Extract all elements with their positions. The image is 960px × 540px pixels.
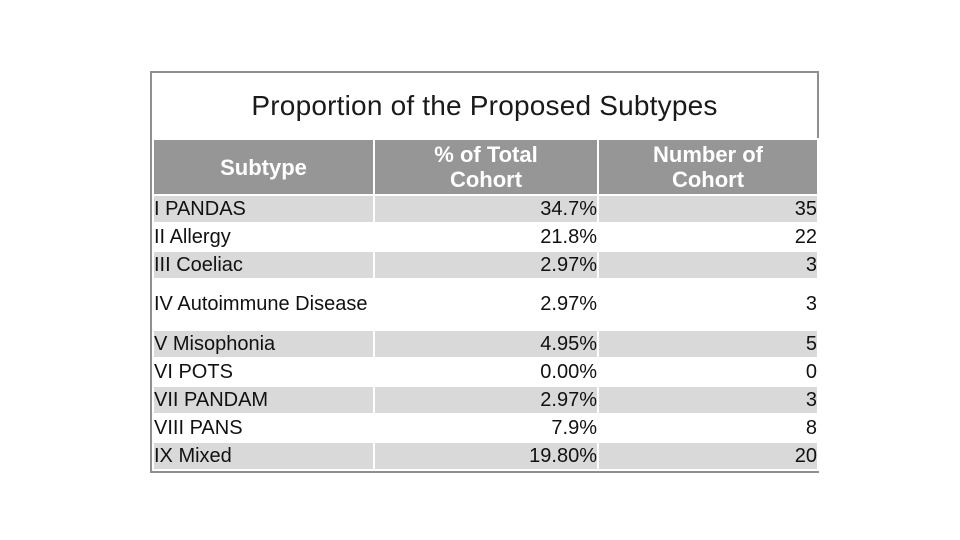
subtype-cell: VII PANDAM — [152, 385, 375, 415]
percent-cell: 19.80% — [373, 441, 599, 471]
subtype-cell: VIII PANS — [152, 413, 375, 443]
count-cell: 8 — [597, 413, 819, 443]
percent-cell: 21.8% — [373, 222, 599, 252]
table-row: V Misophonia 4.95% 5 — [152, 329, 819, 359]
header-line: Subtype — [220, 154, 307, 180]
header-line: Cohort — [449, 167, 523, 192]
count-cell: 3 — [597, 250, 819, 280]
header-line: Cohort — [671, 167, 745, 192]
percent-cell: 34.7% — [373, 194, 599, 224]
header-row: Subtype % of Total Cohort Number of Coho… — [152, 138, 819, 196]
subtype-cell: VI POTS — [152, 357, 375, 387]
header-line: % of Total — [434, 142, 538, 167]
percent-cell: 2.97% — [373, 278, 599, 331]
column-header-count: Number of Cohort — [597, 138, 819, 196]
count-cell: 5 — [597, 329, 819, 359]
count-cell: 35 — [597, 194, 819, 224]
percent-cell: 4.95% — [373, 329, 599, 359]
count-cell: 20 — [597, 441, 819, 471]
percent-cell: 7.9% — [373, 413, 599, 443]
table-row: VIII PANS 7.9% 8 — [152, 413, 819, 443]
subtype-cell: III Coeliac — [152, 250, 375, 280]
table-row: I PANDAS 34.7% 35 — [152, 194, 819, 224]
subtypes-table: Subtype % of Total Cohort Number of Coho… — [152, 138, 819, 471]
subtype-cell: IV Autoimmune Disease — [152, 278, 375, 331]
subtype-cell: IX Mixed — [152, 441, 375, 471]
count-cell: 3 — [597, 385, 819, 415]
column-header-percent: % of Total Cohort — [373, 138, 599, 196]
subtype-cell: II Allergy — [152, 222, 375, 252]
subtypes-table-container: Proportion of the Proposed Subtypes Subt… — [150, 71, 819, 473]
percent-cell: 2.97% — [373, 250, 599, 280]
table-title: Proportion of the Proposed Subtypes — [152, 73, 817, 138]
table-row: IX Mixed 19.80% 20 — [152, 441, 819, 471]
count-cell: 0 — [597, 357, 819, 387]
table-row: III Coeliac 2.97% 3 — [152, 250, 819, 280]
column-header-subtype: Subtype — [152, 138, 375, 196]
table-row: IV Autoimmune Disease 2.97% 3 — [152, 278, 819, 331]
percent-cell: 0.00% — [373, 357, 599, 387]
table-row: VII PANDAM 2.97% 3 — [152, 385, 819, 415]
count-cell: 22 — [597, 222, 819, 252]
subtype-cell: V Misophonia — [152, 329, 375, 359]
table-row: II Allergy 21.8% 22 — [152, 222, 819, 252]
count-cell: 3 — [597, 278, 819, 331]
percent-cell: 2.97% — [373, 385, 599, 415]
subtype-cell: I PANDAS — [152, 194, 375, 224]
table-row: VI POTS 0.00% 0 — [152, 357, 819, 387]
header-line: Number of — [653, 142, 763, 167]
